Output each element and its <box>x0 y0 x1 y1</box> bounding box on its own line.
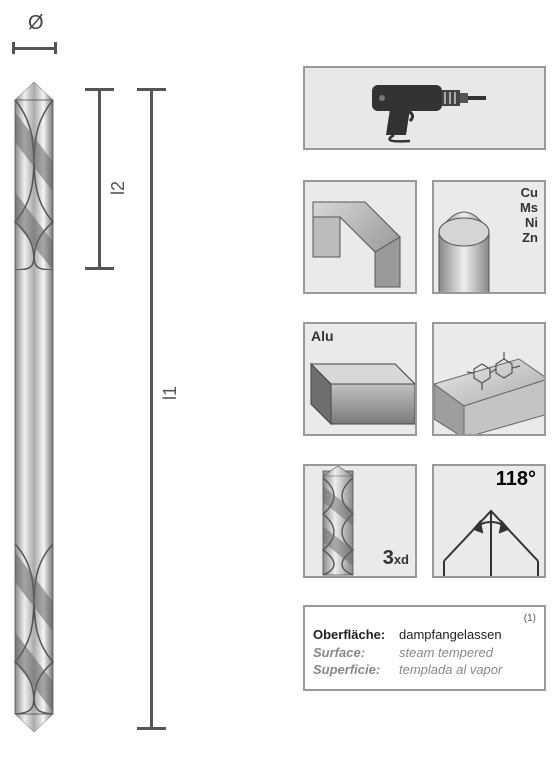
l2-label: l2 <box>108 181 129 195</box>
l2-dimension-line <box>98 88 101 270</box>
surface-row-es: Superficie: templada al vapor <box>313 661 536 679</box>
angle-label: 118° <box>496 468 536 491</box>
footnote-marker: (1) <box>313 613 536 624</box>
power-drill-icon <box>303 66 546 150</box>
depth-label: 3xd <box>383 547 409 570</box>
surface-info-box: (1) Oberfläche: dampfangelassen Surface:… <box>303 605 546 691</box>
tip-angle-icon: 118° <box>432 464 546 578</box>
surface-row-en: Surface: steam tempered <box>313 644 536 662</box>
l1-dimension-line <box>150 88 153 730</box>
plastic-icon <box>432 322 546 436</box>
drill-bit-illustration <box>10 82 58 732</box>
nonferrous-metals-icon: Cu Ms Ni Zn <box>432 180 546 294</box>
l1-label: l1 <box>160 386 181 400</box>
depth-3xd-icon: 3xd <box>303 464 417 578</box>
aluminium-icon: Alu <box>303 322 417 436</box>
nonferrous-labels: Cu Ms Ni Zn <box>520 186 538 246</box>
diameter-symbol: Ø <box>28 12 44 35</box>
steel-profile-icon <box>303 180 417 294</box>
aluminium-label: Alu <box>311 328 334 344</box>
diameter-bar <box>12 42 57 54</box>
surface-row-de: Oberfläche: dampfangelassen <box>313 626 536 644</box>
